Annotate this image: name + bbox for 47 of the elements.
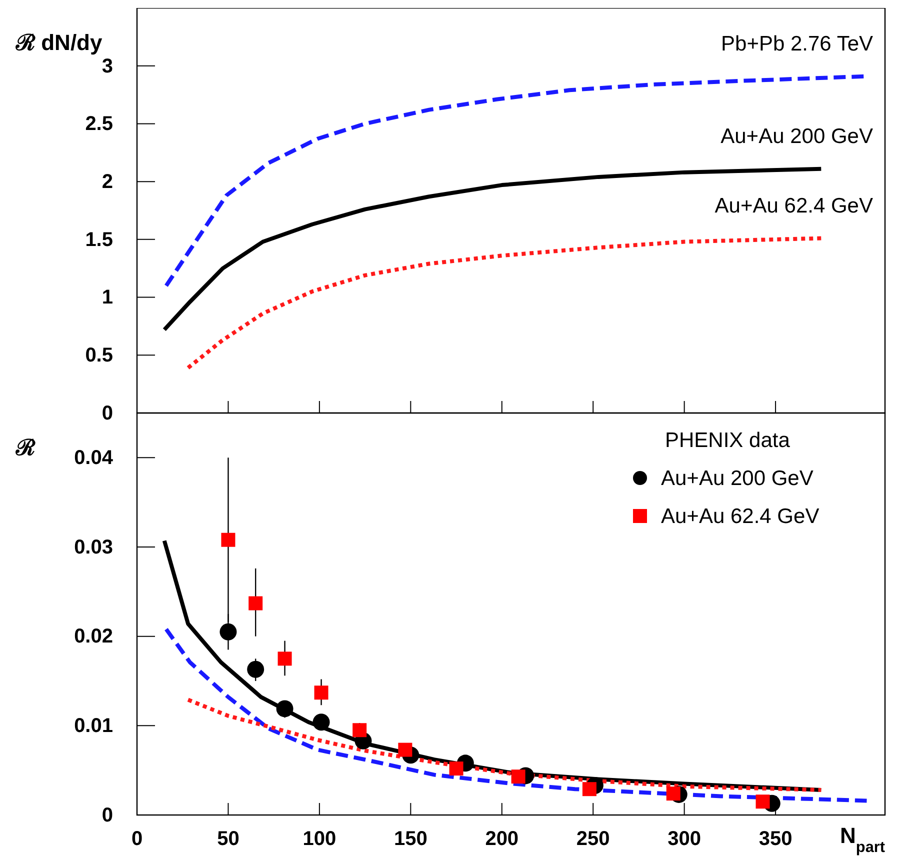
point — [582, 782, 596, 796]
y-tick-label: 0.5 — [85, 344, 113, 367]
point — [352, 723, 367, 738]
y-tick-label: 2 — [102, 170, 113, 193]
x-tick-label: 100 — [302, 828, 336, 850]
y-tick-label: 0.03 — [74, 536, 113, 558]
line-series — [164, 627, 869, 803]
x-axis-title: N$_{part}$ — [840, 823, 885, 856]
legend-label: Au+Au 62.4 GeV — [661, 505, 820, 528]
point — [248, 596, 263, 610]
point — [449, 762, 464, 776]
x-tick-label: 150 — [394, 828, 428, 850]
legend-label: Au+Au 200 GeV — [661, 467, 814, 490]
x-tick-label: 200 — [485, 828, 519, 850]
y-tick-label: 0 — [102, 402, 113, 424]
point — [220, 623, 237, 640]
series-label: Au+Au 200 GeV — [720, 124, 873, 148]
point — [247, 660, 264, 678]
y-tick-label: 0.02 — [74, 626, 113, 648]
x-tick-label: 0 — [131, 828, 143, 850]
y-tick-label: 0 — [102, 804, 113, 826]
y-tick-label: 3 — [102, 55, 113, 78]
point — [511, 770, 526, 784]
series-label: Au+Au 62.4 GeV — [714, 194, 873, 218]
y-tick-label: 0.04 — [74, 447, 114, 470]
line-series — [186, 236, 824, 370]
point — [278, 652, 292, 666]
point — [276, 700, 294, 718]
y-tick-label: 1.5 — [85, 228, 113, 251]
legend-title: PHENIX data — [665, 429, 790, 452]
series-label: Pb+Pb 2.76 TeV — [721, 32, 873, 56]
point — [221, 532, 236, 547]
x-tick-label: 350 — [758, 828, 792, 850]
y-axis-title: ℛ dN/dy — [15, 30, 103, 55]
point — [398, 742, 412, 757]
x-tick-label: 300 — [668, 828, 702, 850]
x-tick-label: 250 — [576, 828, 610, 850]
x-tick-label: 50 — [217, 828, 240, 850]
point — [666, 786, 680, 801]
y-tick-label: 1 — [102, 286, 113, 309]
y-tick-label: 0.01 — [74, 715, 113, 738]
y-tick-label: 2.5 — [85, 113, 113, 136]
y-axis-title: ℛ — [15, 435, 36, 460]
point — [312, 714, 330, 731]
point — [314, 686, 328, 700]
line-series — [162, 166, 824, 332]
point — [756, 794, 770, 809]
